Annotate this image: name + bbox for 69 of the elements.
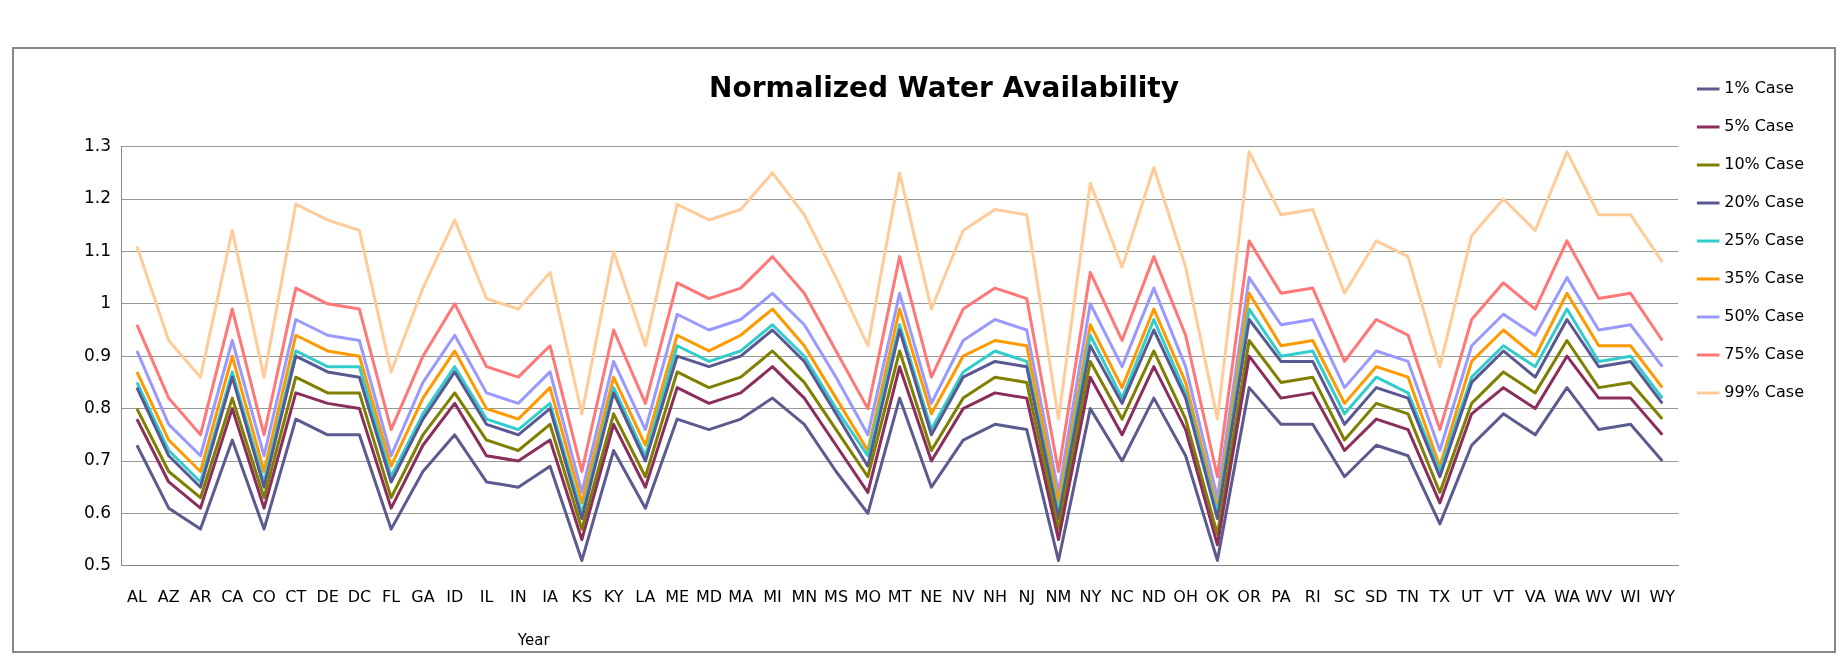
legend-label: 5% Case: [1724, 116, 1794, 136]
legend-label: 25% Case: [1724, 230, 1805, 250]
legend-label: 99% Case: [1724, 382, 1805, 402]
chart-title: Normalized Water Availability: [709, 71, 1179, 105]
legend-label: 35% Case: [1724, 268, 1805, 288]
x-tick-label: MT: [887, 586, 912, 606]
legend-label: 1% Case: [1724, 78, 1794, 98]
x-tick-label: WI: [1620, 586, 1641, 606]
x-tick-label: DC: [347, 586, 372, 606]
y-tick-label: 0.5: [83, 554, 112, 575]
x-tick-label: NY: [1079, 586, 1102, 606]
y-tick-label: 1.3: [83, 135, 112, 156]
x-tick-label: FL: [382, 586, 401, 606]
x-tick-label: NE: [920, 586, 943, 606]
x-tick-label: NJ: [1018, 586, 1036, 606]
x-tick-label: WY: [1649, 586, 1676, 606]
x-tick-label: NC: [1110, 586, 1134, 606]
x-tick-label: CO: [252, 586, 276, 606]
x-tick-label: CA: [221, 586, 244, 606]
legend-label: 20% Case: [1724, 192, 1805, 212]
x-tick-label: NH: [982, 586, 1007, 606]
x-tick-label: ND: [1141, 586, 1166, 606]
y-tick-label: 1: [100, 292, 112, 313]
x-tick-label: AR: [189, 586, 212, 606]
y-tick-label: 0.8: [83, 397, 112, 418]
y-tick-label: 1.1: [83, 239, 112, 260]
x-tick-label: ID: [446, 586, 464, 606]
x-tick-label: OR: [1237, 586, 1262, 606]
x-tick-label: IL: [479, 586, 494, 606]
x-tick-label: TN: [1396, 586, 1419, 606]
x-tick-label: RI: [1304, 586, 1321, 606]
x-tick-label: TX: [1428, 586, 1451, 606]
x-tick-label: OH: [1173, 586, 1198, 606]
x-tick-label: OK: [1205, 586, 1230, 606]
x-axis-title: Year: [516, 631, 551, 650]
x-tick-label: UT: [1460, 586, 1483, 606]
x-tick-label: PA: [1271, 586, 1291, 606]
x-tick-label: ME: [665, 586, 690, 606]
y-tick-label: 1.2: [83, 187, 112, 208]
x-tick-label: AZ: [157, 586, 180, 606]
x-tick-label: MS: [824, 586, 849, 606]
x-tick-label: DE: [316, 586, 339, 606]
legend-label: 75% Case: [1724, 344, 1805, 364]
x-tick-label: VA: [1524, 586, 1546, 606]
x-tick-label: MI: [763, 586, 782, 606]
x-tick-label: IN: [509, 586, 527, 606]
legend-label: 10% Case: [1724, 154, 1805, 174]
x-tick-label: VT: [1493, 586, 1514, 606]
y-tick-label: 0.7: [83, 449, 112, 470]
x-tick-label: MD: [695, 586, 723, 606]
x-tick-label: NV: [951, 586, 975, 606]
x-tick-label: MA: [728, 586, 754, 606]
x-tick-label: SD: [1365, 586, 1388, 606]
x-tick-label: MN: [791, 586, 818, 606]
x-tick-label: IA: [542, 586, 558, 606]
x-tick-label: MO: [854, 586, 882, 606]
x-tick-label: KY: [603, 586, 624, 606]
y-tick-label: 0.6: [83, 501, 112, 522]
x-tick-label: LA: [635, 586, 656, 606]
x-tick-label: SC: [1333, 586, 1356, 606]
x-tick-label: WA: [1554, 586, 1580, 606]
x-tick-label: NM: [1045, 586, 1072, 606]
x-tick-label: CT: [285, 586, 307, 606]
x-tick-label: KS: [571, 586, 593, 606]
y-tick-label: 0.9: [83, 344, 112, 365]
x-tick-label: WV: [1585, 586, 1613, 606]
x-tick-label: AL: [127, 586, 147, 606]
legend-label: 50% Case: [1724, 306, 1805, 326]
x-tick-label: GA: [411, 586, 435, 606]
